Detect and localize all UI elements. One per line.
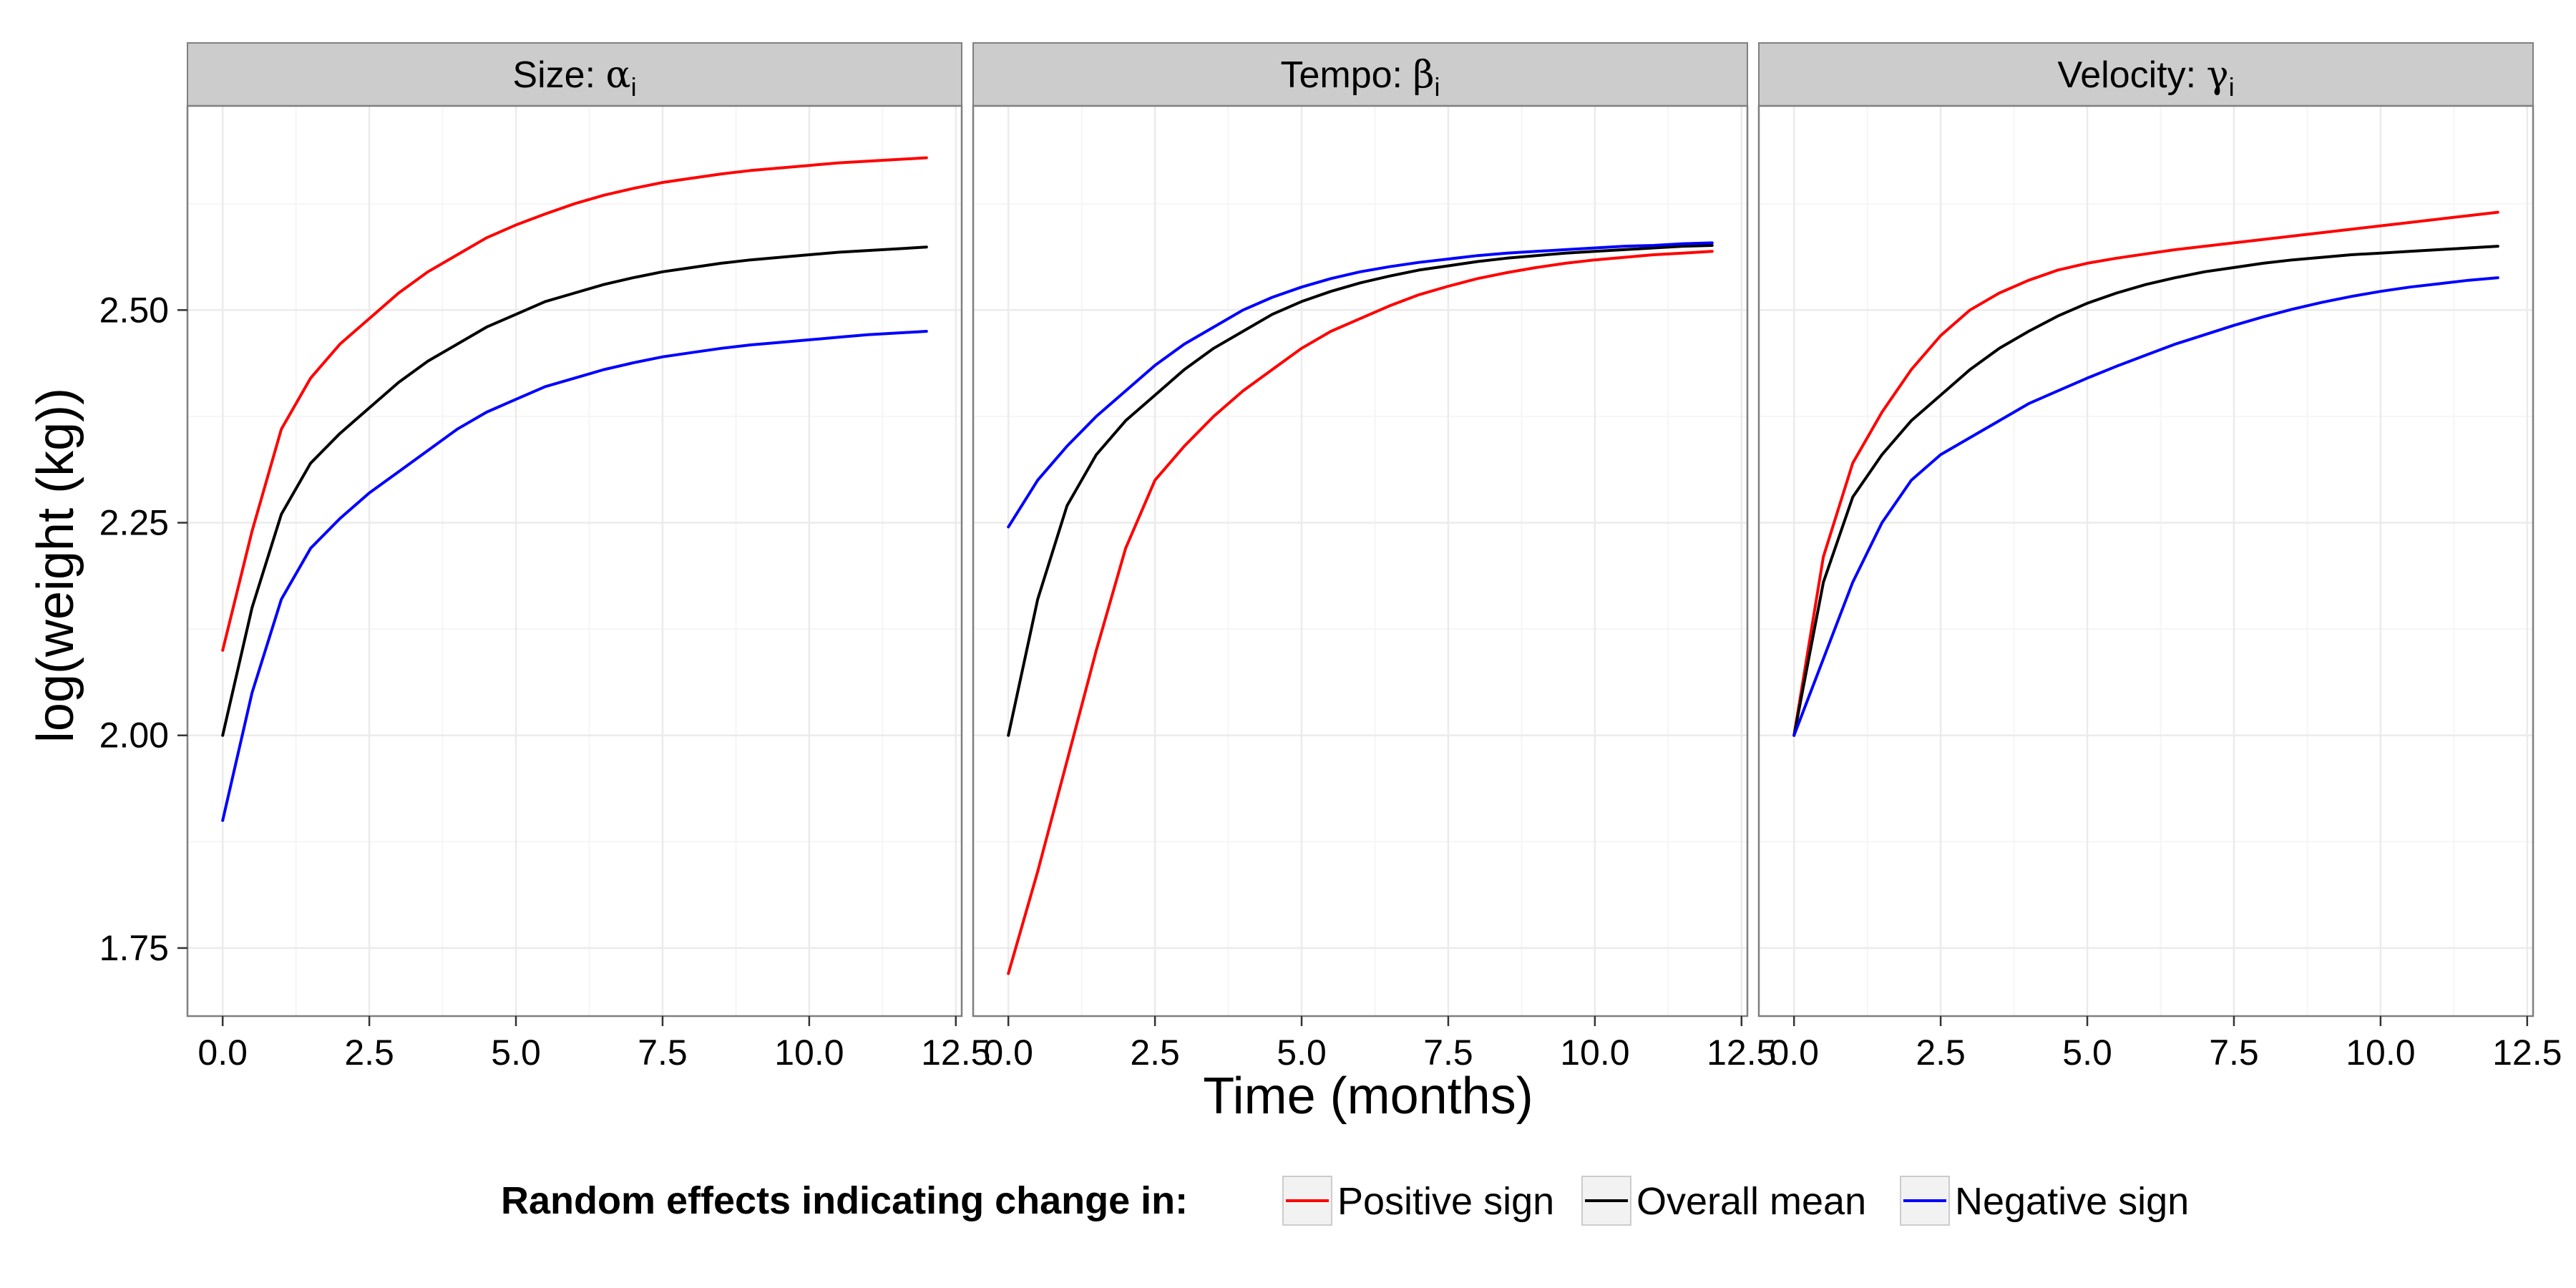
facet-strip-label: Velocity: γi — [2057, 54, 2234, 102]
series-line-positive — [1792, 210, 2499, 737]
x-tick-label: 12.5 — [1707, 1033, 1776, 1073]
series-line-positive — [221, 156, 928, 652]
x-tick-label: 5.0 — [1277, 1033, 1327, 1073]
x-tick-label: 0.0 — [197, 1033, 248, 1073]
x-tick-label: 5.0 — [2062, 1033, 2112, 1073]
series-line-negative — [1007, 241, 1714, 529]
series-line-negative — [1792, 276, 2499, 737]
legend-label: Overall mean — [1636, 1180, 1866, 1223]
x-tick-label: 7.5 — [1423, 1033, 1473, 1073]
x-tick-label: 2.5 — [344, 1033, 394, 1073]
facet-strip — [1758, 42, 2534, 107]
x-tick-label: 10.0 — [2346, 1033, 2415, 1073]
facet-strip-label-subscript: i — [2229, 72, 2235, 102]
x-axis-title: Time (months) — [1203, 1068, 1533, 1125]
facet-strip — [187, 42, 962, 107]
legend-title: Random effects indicating change in: — [501, 1179, 1188, 1222]
facet-strip-label-text: Velocity: — [2057, 54, 2206, 96]
x-tick-label: 7.5 — [638, 1033, 688, 1073]
series-line-negative — [221, 330, 928, 822]
y-tick-label: 2.00 — [99, 716, 169, 756]
y-tick-label: 2.50 — [99, 290, 169, 330]
facet-strip-label-text: Size: — [512, 54, 605, 96]
facet-panels: Size: αi0.0 2.5 5.0 7.5 10.0 12.51.752.002.25… — [99, 42, 2562, 1073]
plot-background — [973, 106, 1747, 1016]
facet-strip-label-symbol: γ — [2207, 54, 2229, 97]
legend: Random effects indicating change in: Posi… — [501, 1176, 2189, 1226]
plot-background — [1759, 106, 2533, 1016]
facet-strip — [972, 42, 1748, 107]
panel-border — [186, 104, 963, 1018]
x-tick-label: 0.0 — [983, 1033, 1033, 1073]
x-tick-label: 12.5 — [921, 1033, 990, 1073]
facet-strip-label: Tempo: βi — [1280, 54, 1440, 102]
y-axis-title: log(weight (kg)) — [27, 388, 84, 743]
legend-label: Negative sign — [1955, 1180, 2189, 1223]
x-tick-label: 7.5 — [2209, 1033, 2259, 1073]
x-tick-label: 10.0 — [1560, 1033, 1629, 1073]
facet-strip-label: Size: αi — [512, 54, 636, 102]
facet-panel: Velocity: γi 0.0 2.5 5.0 7.5 10.0 12.5 — [1757, 42, 2562, 1073]
series-line-mean — [221, 245, 928, 737]
plot-background — [187, 106, 962, 1016]
y-tick-label: 2.25 — [99, 503, 169, 543]
y-tick-label: 1.75 — [99, 928, 169, 968]
panel-border — [972, 104, 1749, 1018]
x-tick-label: 0.0 — [1769, 1033, 1819, 1073]
series-line-mean — [1007, 244, 1714, 737]
facet-strip-label-symbol: α — [605, 54, 630, 97]
facet-strip-label-subscript: i — [631, 72, 637, 102]
legend-label: Positive sign — [1337, 1180, 1554, 1223]
x-tick-label: 10.0 — [774, 1033, 844, 1073]
x-tick-label: 2.5 — [1916, 1033, 1966, 1073]
series-line-positive — [1007, 250, 1714, 975]
series-line-mean — [1792, 245, 2499, 737]
x-tick-label: 5.0 — [491, 1033, 541, 1073]
facet-strip-label-symbol: β — [1413, 54, 1434, 97]
facet-panel: Tempo: βi 0.0 2.5 5.0 7.5 10.0 12.5 — [972, 42, 1776, 1073]
facet-strip-label-subscript: i — [1435, 72, 1440, 102]
panel-border — [1757, 104, 2534, 1018]
x-tick-label: 12.5 — [2492, 1033, 2562, 1073]
facet-panel: Size: αi 0.0 2.5 5.0 7.5 10.0 12.5 1.75 2.00 2.25… — [99, 42, 990, 1073]
facet-strip-label-text: Tempo: — [1280, 54, 1413, 96]
x-tick-label: 2.5 — [1130, 1033, 1180, 1073]
